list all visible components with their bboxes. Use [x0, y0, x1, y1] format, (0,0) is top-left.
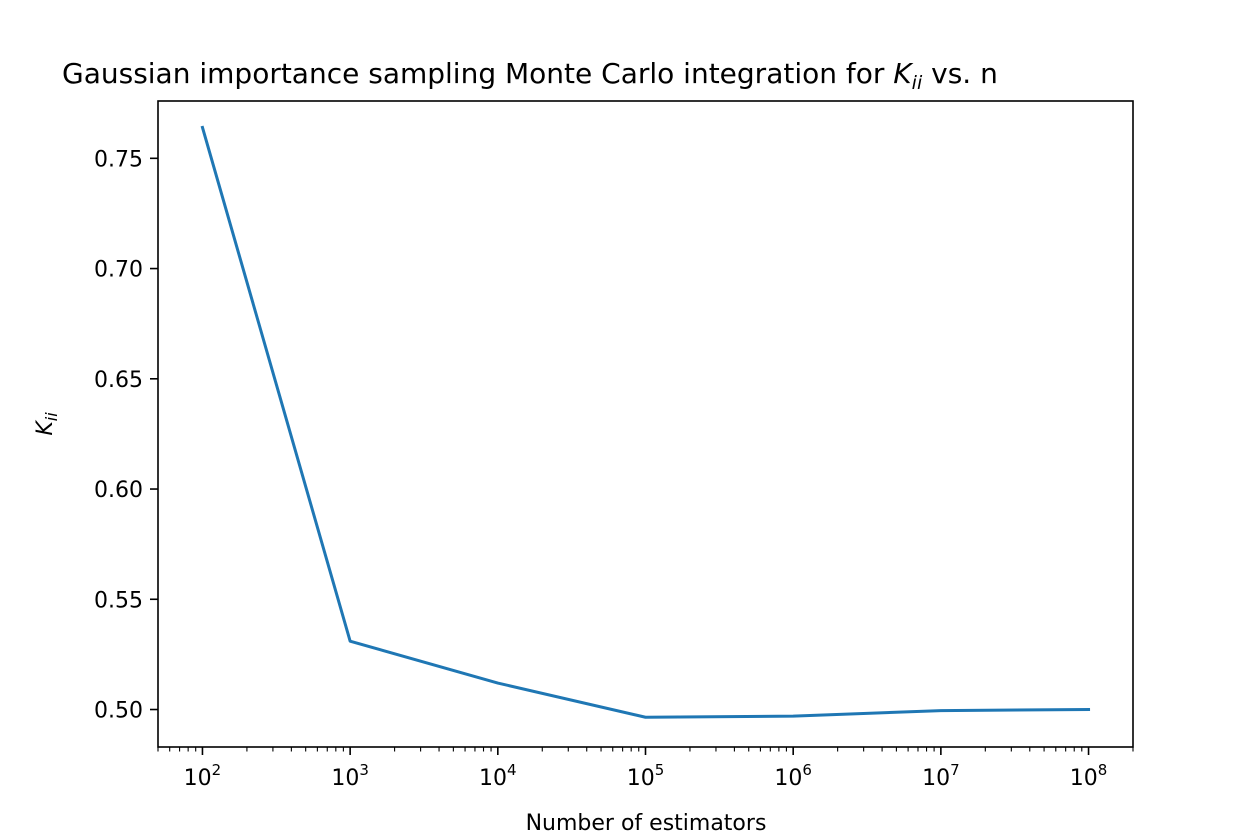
- x-tick-label-exponent: 5: [655, 761, 665, 779]
- x-tick-label-exponent: 6: [802, 761, 812, 779]
- y-tick-label: 0.70: [94, 258, 143, 283]
- x-tick-label: 103: [331, 761, 369, 791]
- chart-title-variable: K: [893, 57, 914, 90]
- y-axis-label: Kii: [33, 412, 61, 436]
- y-tick-label: 0.65: [94, 368, 143, 393]
- y-axis-label-subscript: ii: [42, 412, 61, 421]
- x-tick-label: 107: [922, 761, 960, 791]
- series-line: [200, 125, 1091, 719]
- chart-title-suffix: vs. n: [922, 57, 998, 90]
- x-tick-label-base: 10: [184, 766, 212, 791]
- y-tick-label: 0.60: [94, 478, 143, 503]
- x-tick-label-base: 10: [774, 766, 802, 791]
- x-tick-label: 102: [184, 761, 222, 791]
- x-tick-label: 106: [774, 761, 812, 791]
- chart-title: Gaussian importance sampling Monte Carlo…: [62, 57, 998, 94]
- x-tick-label-base: 10: [922, 766, 950, 791]
- x-axis-label: Number of estimators: [526, 811, 767, 836]
- x-tick-label-base: 10: [1070, 766, 1098, 791]
- chart-title-prefix: Gaussian importance sampling Monte Carlo…: [62, 57, 893, 90]
- y-axis-label-main: K: [33, 420, 58, 436]
- x-tick-label-base: 10: [627, 766, 655, 791]
- y-tick-label: 0.50: [94, 699, 143, 724]
- y-tick-label: 0.75: [94, 147, 143, 172]
- x-tick-label-exponent: 2: [212, 761, 222, 779]
- x-tick-label-exponent: 7: [950, 761, 960, 779]
- chart-title-variable-subscript: ii: [912, 72, 923, 94]
- x-tick-label-exponent: 3: [359, 761, 369, 779]
- x-tick-label: 108: [1070, 761, 1108, 791]
- y-axis: 0.50 0.55 0.60 0.65 0.70 0.75: [94, 147, 158, 724]
- axes-frame: [157, 100, 1134, 748]
- x-tick-label-base: 10: [331, 766, 359, 791]
- x-tick-label-exponent: 8: [1098, 761, 1108, 779]
- y-tick-label: 0.55: [94, 588, 143, 613]
- x-tick-label: 105: [627, 761, 665, 791]
- x-tick-label: 104: [479, 761, 517, 791]
- plot-area: [200, 125, 1091, 719]
- x-tick-label-base: 10: [479, 766, 507, 791]
- x-tick-label-exponent: 4: [507, 761, 517, 779]
- x-axis: 102 103 104 105 106 107 108: [157, 747, 1134, 791]
